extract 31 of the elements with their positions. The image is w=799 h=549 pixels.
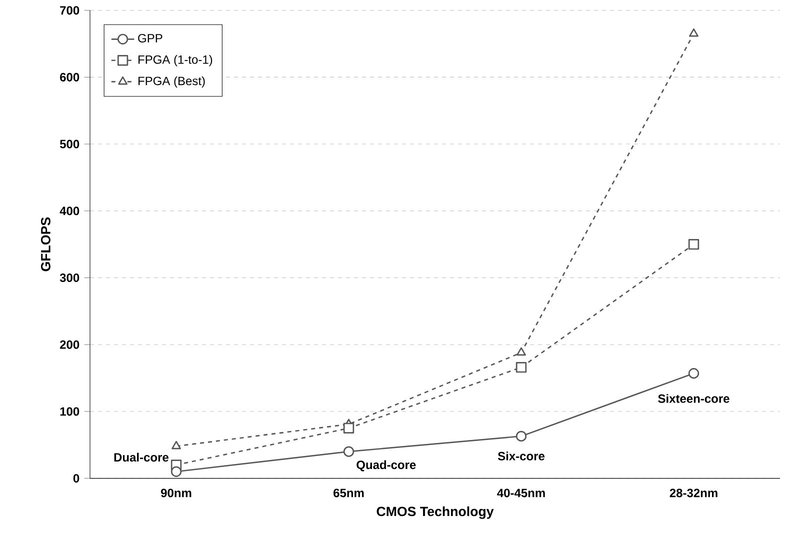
annotation: Six-core (498, 452, 545, 460)
point (343, 446, 354, 457)
y-tick-label: 300 (60, 273, 80, 282)
point (688, 238, 700, 250)
y-tick-label: 500 (60, 140, 80, 148)
x-tick-label: 65nm (334, 488, 364, 498)
y-axis-title: GFLOPS (40, 217, 50, 272)
point (689, 28, 698, 37)
legend-label: FPGA (1-to-1) (138, 55, 212, 66)
legend-label: FPGA (Best) (138, 76, 205, 88)
x-tick-label: 28-32nm (670, 488, 718, 498)
x-tick-label: 90nm (161, 488, 192, 498)
y-tick-label: 200 (60, 340, 80, 349)
annotation: Sixteen-core (658, 394, 730, 403)
x-axis-title: CMOS Technology (376, 506, 494, 519)
y-tick-label: 0 (73, 474, 80, 483)
point (172, 440, 181, 450)
point (343, 422, 354, 434)
y-tick-label: 400 (60, 206, 80, 216)
point (516, 347, 526, 356)
x-tick-label: 40-45nm (497, 488, 545, 498)
annotation: Dual-core (114, 452, 168, 462)
y-tick-label: 600 (60, 72, 80, 82)
point (688, 368, 700, 379)
annotation: Quad-core (356, 460, 416, 472)
point (516, 362, 527, 373)
legend-label: GPP (138, 34, 162, 42)
point (516, 430, 527, 442)
y-tick-label: 100 (60, 407, 80, 416)
y-tick-label: 700 (60, 6, 80, 15)
point (170, 466, 182, 477)
